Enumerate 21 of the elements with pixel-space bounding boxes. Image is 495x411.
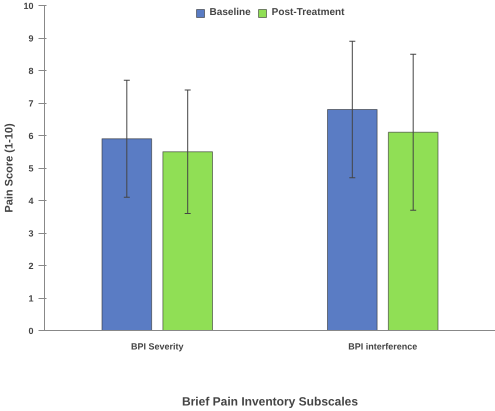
y-tick-label: 2 — [28, 261, 34, 271]
bar — [327, 109, 378, 330]
bar — [388, 132, 438, 330]
bar — [102, 138, 152, 330]
bar — [162, 151, 213, 330]
y-tick-label: 8 — [28, 66, 34, 76]
legend-label: Post-Treatment — [272, 7, 344, 18]
y-tick-label: 7 — [28, 98, 34, 108]
legend-label: Baseline — [210, 7, 251, 18]
y-tick-label: 3 — [28, 228, 34, 238]
y-tick-label: 1 — [28, 294, 34, 304]
y-tick-label: 4 — [28, 196, 34, 206]
y-tick-label: 6 — [28, 131, 34, 141]
y-tick-label: 0 — [28, 326, 34, 336]
x-tick-label: BPI interference — [348, 342, 418, 352]
x-tick-label: BPI Severity — [130, 342, 184, 352]
y-tick-label: 5 — [28, 164, 34, 174]
y-tick-label: 10 — [23, 1, 34, 11]
y-tick-label: 9 — [28, 34, 34, 44]
x-axis-title: Brief Pain Inventory Subscales — [182, 394, 358, 408]
y-axis-title: Pain Score (1-10) — [3, 123, 16, 213]
